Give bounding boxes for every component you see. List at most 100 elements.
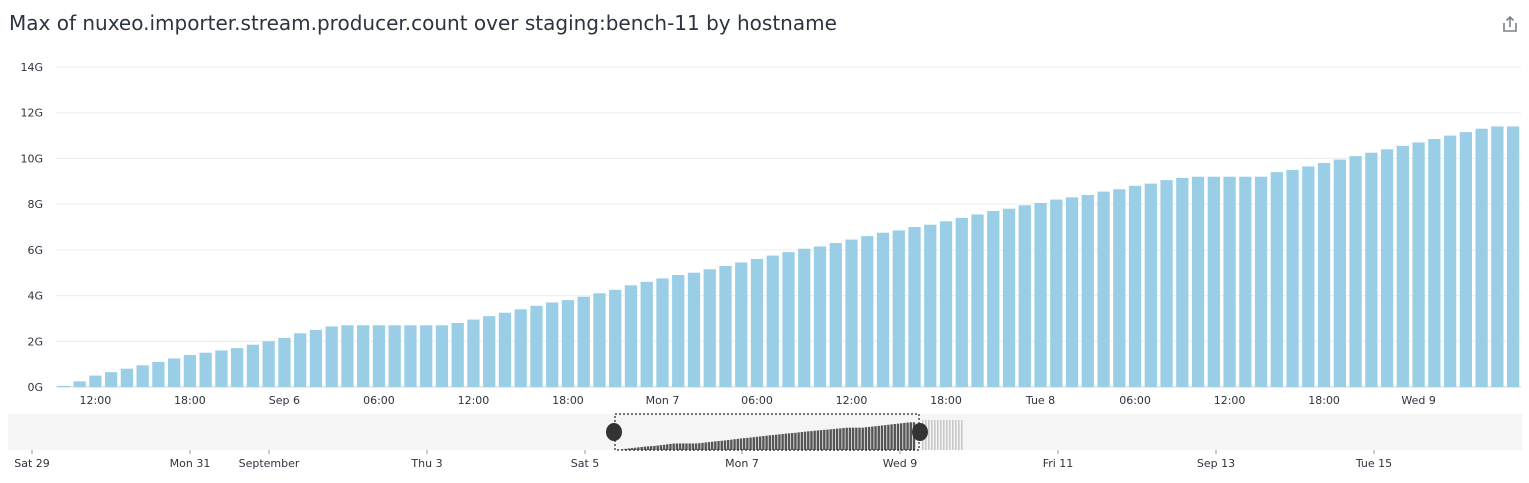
bar[interactable] [1333,159,1346,387]
bar[interactable] [388,325,401,387]
bar[interactable] [546,302,559,387]
bar[interactable] [829,243,842,387]
bar[interactable] [1223,176,1236,387]
bar[interactable] [514,309,527,387]
bar[interactable] [1459,132,1473,387]
bar[interactable] [1412,142,1425,387]
bar[interactable] [1491,126,1504,387]
bar[interactable] [1365,152,1378,387]
bar[interactable] [719,265,732,387]
bar[interactable] [467,319,480,387]
bar[interactable] [483,316,496,387]
bar[interactable] [750,259,764,387]
bar[interactable] [1428,139,1441,387]
bar[interactable] [341,325,354,387]
bar[interactable] [924,224,937,387]
bar[interactable] [735,262,748,387]
bar[interactable] [687,272,701,387]
bar[interactable] [372,325,386,387]
bar[interactable] [1034,203,1047,387]
bar[interactable] [703,269,716,387]
bar[interactable] [577,296,590,387]
bar[interactable] [120,368,134,387]
bar[interactable] [262,341,275,387]
bar[interactable] [152,361,165,387]
bar[interactable] [624,285,638,387]
bar[interactable] [640,281,653,387]
bar[interactable] [1191,176,1205,387]
bar[interactable] [593,293,606,387]
bar[interactable] [246,344,260,387]
bar[interactable] [1475,128,1488,387]
bar[interactable] [89,375,102,387]
bar[interactable] [766,255,779,387]
bar[interactable] [561,300,575,387]
bar[interactable] [1065,197,1079,387]
bar[interactable] [1506,126,1520,387]
bar[interactable] [325,326,338,387]
bar[interactable] [278,337,291,387]
bar[interactable] [1097,191,1110,387]
bar[interactable] [183,355,197,387]
bar[interactable] [609,289,622,387]
bar[interactable] [971,214,984,387]
bar[interactable] [813,246,827,387]
bar[interactable] [1144,183,1157,387]
bar[interactable] [104,372,118,387]
bar[interactable] [73,381,86,387]
bar[interactable] [1113,189,1126,387]
bar[interactable] [294,333,307,387]
navigator-right-handle[interactable] [912,423,928,441]
navigator-bar [659,445,663,450]
bar[interactable] [672,275,685,387]
bar[interactable] [1050,199,1063,387]
bar[interactable] [1443,135,1457,387]
bar[interactable] [1302,166,1315,387]
bar[interactable] [215,350,228,387]
bar[interactable] [955,217,968,387]
time-navigator[interactable]: Sat 29 Mon 31 September Thu 3 Sat 5 Mon 7 Wed … [0,410,1529,483]
navigator-bar [909,422,912,450]
bar[interactable] [861,236,874,387]
bar[interactable] [876,232,890,387]
bar[interactable] [57,385,71,387]
bar[interactable] [1002,208,1016,387]
bar[interactable] [1239,176,1252,387]
bar[interactable] [1207,176,1220,387]
bar[interactable] [908,227,921,387]
bar[interactable] [451,323,464,387]
bar[interactable] [845,239,858,387]
bar[interactable] [420,325,433,387]
bar[interactable] [1270,172,1283,387]
bar[interactable] [1317,163,1331,387]
bar[interactable] [136,365,149,387]
bar[interactable] [435,325,449,387]
bar[interactable] [1380,149,1394,387]
bar[interactable] [1286,169,1299,387]
bar[interactable] [798,248,811,387]
bar[interactable] [199,352,212,387]
bar[interactable] [1128,185,1142,387]
x-axis-labels: 12:00 18:00 Sep 6 06:00 12:00 18:00 Mon 7 06:00… [80,394,1436,407]
bar[interactable] [231,348,244,387]
bar[interactable] [656,278,669,387]
bar[interactable] [1081,195,1094,387]
bar[interactable] [987,211,1000,387]
bar[interactable] [1396,145,1409,387]
bar[interactable] [782,252,795,387]
bar[interactable] [939,221,953,387]
bar[interactable] [498,312,512,387]
bar[interactable] [404,325,417,387]
navigator-left-handle[interactable] [606,423,622,441]
bar[interactable] [357,325,370,387]
bar[interactable] [168,358,181,387]
bar[interactable] [892,230,905,387]
bar[interactable] [1176,177,1189,387]
bar[interactable] [1018,205,1031,387]
bar[interactable] [1160,180,1173,387]
share-export-icon[interactable] [1500,14,1520,34]
bar[interactable] [1254,176,1268,387]
bar[interactable] [1349,156,1362,387]
bar[interactable] [530,305,543,387]
bar[interactable] [309,329,323,387]
